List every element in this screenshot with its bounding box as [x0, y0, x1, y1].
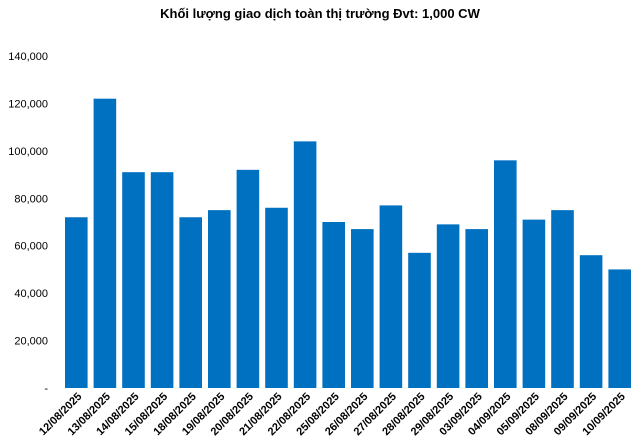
bar [379, 205, 403, 388]
bar [65, 217, 88, 388]
y-tick-label: 100,000 [8, 146, 48, 158]
bar [293, 141, 317, 388]
bar [608, 269, 631, 388]
bars [65, 98, 631, 388]
y-tick-label: 20,000 [14, 336, 48, 348]
bar [122, 172, 145, 388]
bar [522, 219, 546, 388]
x-axis: 12/08/202513/08/202514/08/202515/08/2025… [37, 391, 628, 438]
y-tick-label: 40,000 [14, 288, 48, 300]
bar [322, 222, 345, 388]
bar [150, 172, 174, 388]
bar [408, 252, 431, 388]
bar [436, 224, 460, 388]
y-tick-label: - [44, 383, 48, 395]
y-axis: - 20,000 40,000 60,000 80,000 100,000 120,000 1… [8, 51, 48, 395]
bar [551, 210, 574, 388]
y-tick-label: 120,000 [8, 98, 48, 110]
bar [236, 169, 260, 388]
bar [208, 210, 231, 388]
bar [93, 98, 117, 388]
chart-title: Khối lượng giao dịch toàn thị trường Đvt… [160, 6, 480, 21]
bar [265, 207, 288, 388]
y-tick-label: 60,000 [14, 241, 48, 253]
bar [465, 229, 488, 388]
bar [494, 160, 517, 388]
y-tick-label: 80,000 [14, 193, 48, 205]
bar [179, 217, 202, 388]
bar [351, 229, 374, 388]
bar [579, 255, 603, 388]
y-tick-label: 140,000 [8, 51, 48, 63]
